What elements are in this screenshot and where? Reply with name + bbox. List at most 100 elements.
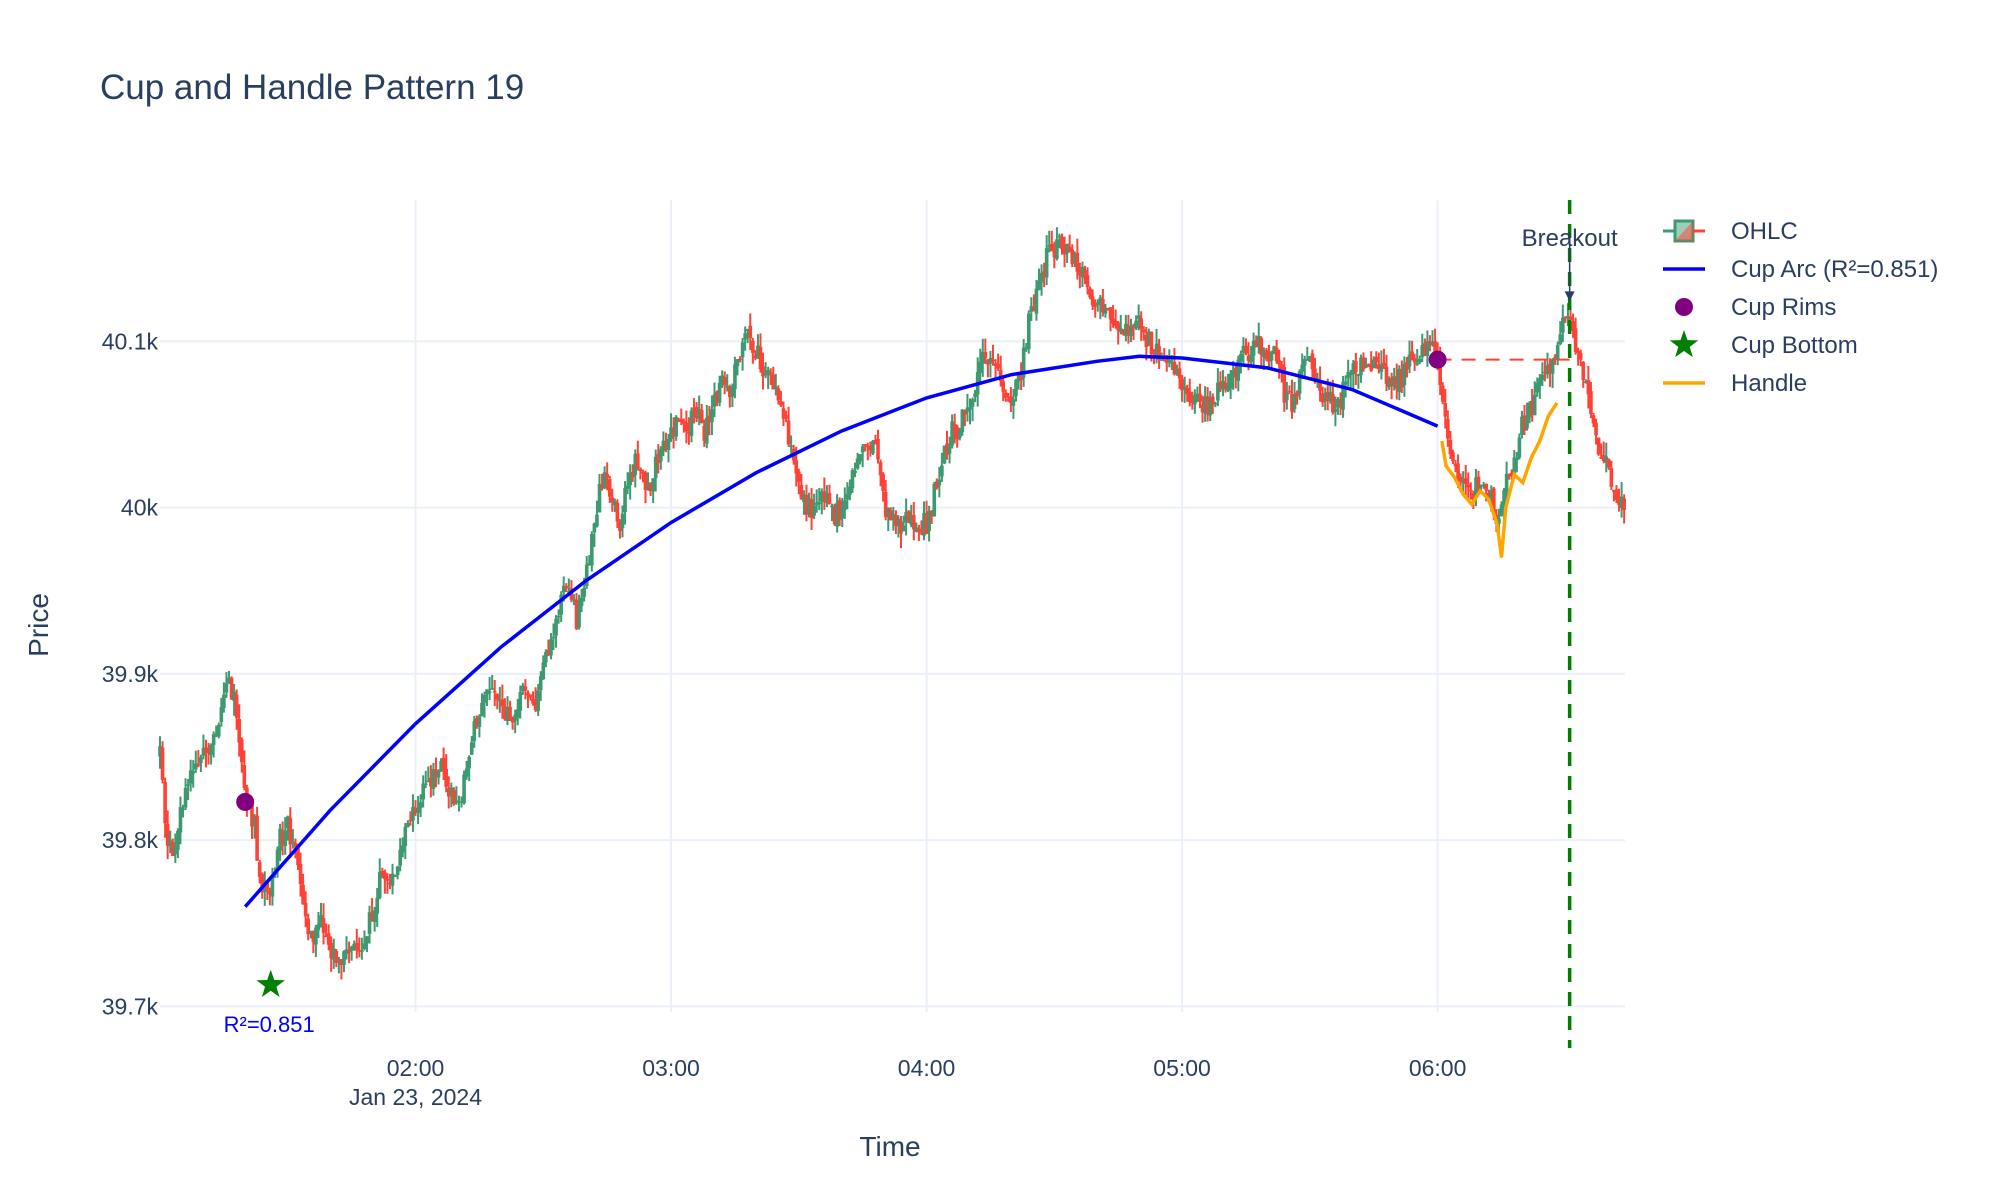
candle-body <box>1374 357 1379 363</box>
candle-body <box>636 453 640 468</box>
candle-body <box>911 515 916 530</box>
axis-layer: 39.7k 39.8k 39.9k 40k 40.1k 02:00 03:00 04:00 05… <box>102 328 1467 1110</box>
candle-body <box>334 950 339 963</box>
breakout-arrow-head <box>1564 291 1575 302</box>
candle-body <box>1126 326 1131 336</box>
candle-body <box>947 446 952 454</box>
candle-body <box>301 884 305 905</box>
candle-body <box>1116 322 1121 331</box>
candle-body <box>1351 363 1356 374</box>
candle-body <box>906 511 911 522</box>
candle-body <box>1530 400 1534 415</box>
candle-body <box>638 468 643 472</box>
candle-body <box>406 822 410 828</box>
candle-body <box>697 408 701 419</box>
candle-body <box>1121 329 1126 335</box>
candle-body <box>1466 484 1471 488</box>
legend-item[interactable]: Handle <box>1663 370 1807 397</box>
candle-body <box>1078 268 1082 276</box>
candle-body <box>1397 368 1402 392</box>
candle-body <box>214 733 219 736</box>
candle-body <box>1072 254 1077 262</box>
candle-body <box>965 407 970 412</box>
candle-body <box>1290 394 1294 412</box>
candle-body <box>1338 400 1343 408</box>
candle-body <box>492 690 497 693</box>
candle-body <box>250 801 254 827</box>
candle-body <box>1612 490 1616 493</box>
candle-body <box>1057 235 1062 238</box>
candle-body <box>1175 368 1179 375</box>
candle-body <box>551 636 556 639</box>
candle-body <box>1037 280 1041 290</box>
candle-body <box>980 351 985 364</box>
candle-body <box>1328 391 1333 401</box>
candle-body <box>1433 340 1437 356</box>
candle-body <box>1032 307 1036 311</box>
candle-body <box>1093 305 1098 307</box>
candle-body <box>1144 334 1149 347</box>
candle-body <box>232 691 236 701</box>
candle-body <box>319 915 323 927</box>
candle-body <box>1443 403 1448 417</box>
candle-body <box>689 410 694 436</box>
candle-body <box>518 692 523 711</box>
candle-body <box>722 377 727 386</box>
candle-body <box>1070 249 1075 264</box>
candle-body <box>293 843 298 848</box>
candle-body <box>901 525 906 531</box>
candle-body <box>549 639 553 656</box>
candle-body <box>1241 346 1246 353</box>
legend-item[interactable]: Cup Rims <box>1675 294 1836 321</box>
candle-body <box>1256 335 1261 348</box>
candle-body <box>1233 368 1238 378</box>
candle-body <box>996 363 1000 369</box>
legend-item[interactable]: Cup Arc (R²=0.851) <box>1663 256 1938 283</box>
candle-body <box>932 483 937 517</box>
legend-item[interactable]: Cup Bottom <box>1669 330 1858 359</box>
candle-body <box>1223 382 1228 388</box>
candle-body <box>191 771 196 774</box>
candle-body <box>1576 350 1580 353</box>
candle-body <box>1149 331 1154 355</box>
candle-body <box>871 440 875 454</box>
candle-body <box>888 510 893 521</box>
candle-body <box>1499 504 1504 517</box>
candle-body <box>380 870 385 873</box>
candle-body <box>825 493 829 504</box>
candle-body <box>1479 485 1483 487</box>
candle-body <box>242 765 247 788</box>
legend-item[interactable]: OHLC <box>1663 218 1798 245</box>
candle-body <box>441 757 446 772</box>
candle-body <box>1044 248 1049 278</box>
candle-body <box>252 818 257 825</box>
candle-body <box>316 924 321 931</box>
candle-body <box>158 746 162 757</box>
legend-swatch-cup-rims <box>1675 298 1693 316</box>
candle-body <box>413 808 418 814</box>
candle-body <box>584 564 589 587</box>
candle-body <box>1540 374 1545 381</box>
candle-body <box>883 491 888 518</box>
candle-body <box>1463 478 1468 484</box>
candle-body <box>1509 472 1514 476</box>
candle-body <box>1543 371 1547 374</box>
candle-body <box>262 882 267 892</box>
x-tick-label: 03:00 <box>642 1055 700 1081</box>
candle-body <box>1474 477 1478 498</box>
candle-body <box>1492 488 1496 515</box>
candle-body <box>929 510 934 514</box>
candle-body <box>656 454 661 464</box>
legend[interactable]: OHLC Cup Arc (R²=0.851) Cup Rims Cup Bottom… <box>1663 218 1938 397</box>
candle-body <box>848 486 852 495</box>
candle-body <box>1218 381 1223 388</box>
candle-body <box>1507 474 1511 477</box>
candle-body <box>863 444 868 446</box>
candle-body <box>181 808 185 811</box>
x-axis-title: Time <box>859 1131 920 1162</box>
candle-body <box>434 769 438 775</box>
candle-body <box>1407 354 1412 367</box>
candle-body <box>641 471 645 474</box>
candle-body <box>1272 346 1276 354</box>
candle-body <box>436 770 441 778</box>
